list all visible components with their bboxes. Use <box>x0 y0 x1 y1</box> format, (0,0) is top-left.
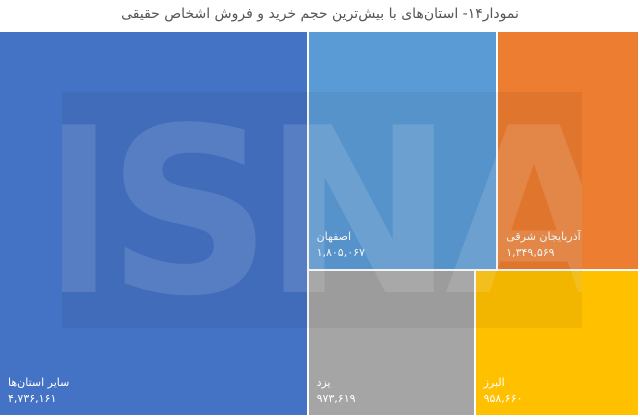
tile-yazd: یزد ۹۷۳,۶۱۹ <box>308 270 476 417</box>
tile-east-azarbaijan: آذربایجان شرقی ۱,۳۴۹,۵۶۹ <box>498 32 640 271</box>
tile-label: سایر استان‌ها <box>8 376 70 389</box>
tile-value: ۱,۸۰۵,۰۶۷ <box>316 245 365 259</box>
tile-other-provinces: سایر استان‌ها ۴,۷۳۶,۱۶۱ <box>0 32 309 417</box>
tile-value: ۹۵۸,۶۶۰ <box>483 391 523 405</box>
chart-title: نمودار۱۴- استان‌های با بیش‌ترین حجم خرید… <box>121 6 519 22</box>
tile-value: ۱,۳۴۹,۵۶۹ <box>506 245 555 259</box>
tile-label: البرز <box>483 375 505 389</box>
tile-alborz: البرز ۹۵۸,۶۶۰ <box>475 270 640 417</box>
tile-label: آذربایجان شرقی <box>506 229 581 243</box>
tile-isfahan: اصفهان ۱,۸۰۵,۰۶۷ <box>308 32 499 271</box>
tile-value: ۴,۷۳۶,۱۶۱ <box>8 392 57 405</box>
tile-label: یزد <box>316 375 331 389</box>
tile-value: ۹۷۳,۶۱۹ <box>316 391 356 405</box>
tile-label: اصفهان <box>316 229 352 243</box>
treemap: سایر استان‌ها ۴,۷۳۶,۱۶۱ اصفهان ۱,۸۰۵,۰۶۷ آذر… <box>0 32 640 417</box>
